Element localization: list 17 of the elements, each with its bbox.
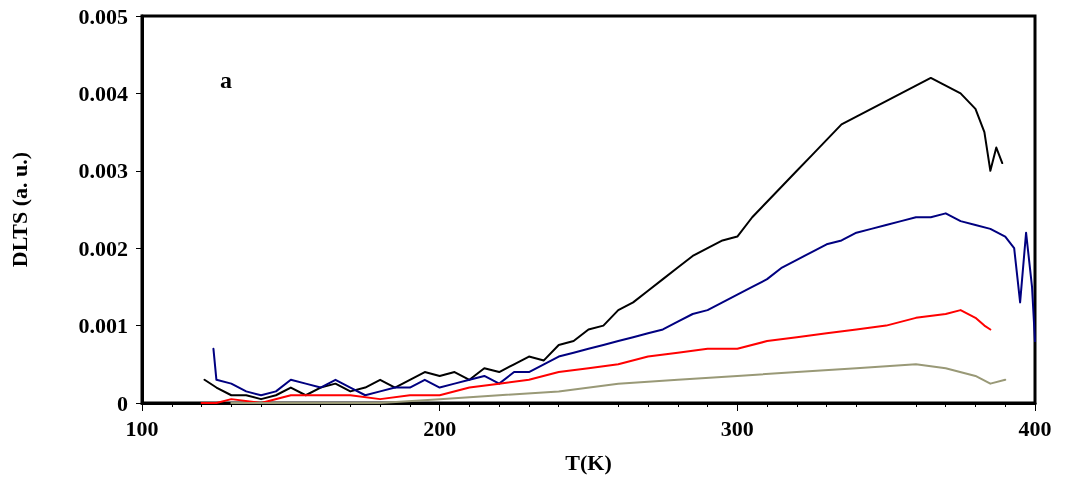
x-tick-label: 300: [720, 415, 754, 441]
y-tick-label: 0.004: [78, 80, 128, 106]
y-tick-label: 0: [117, 390, 128, 416]
line-series: [212, 212, 1036, 397]
x-tick-label: 200: [423, 415, 457, 441]
y-tick-label: 0.001: [78, 313, 128, 339]
y-tick-label: 0.002: [78, 235, 128, 261]
x-tick-label: 100: [125, 415, 159, 441]
y-tick-label: 0.005: [78, 3, 128, 29]
y-tick-label: 0.003: [78, 158, 128, 184]
line-series: [200, 309, 992, 404]
line-series: [230, 363, 1007, 404]
x-tick-label: 400: [1018, 415, 1052, 441]
line-series: [203, 76, 1004, 401]
annotation: a: [220, 67, 232, 93]
x-axis-title: T(K): [565, 449, 612, 475]
y-axis-title: DLTS (a. u.): [6, 151, 32, 268]
